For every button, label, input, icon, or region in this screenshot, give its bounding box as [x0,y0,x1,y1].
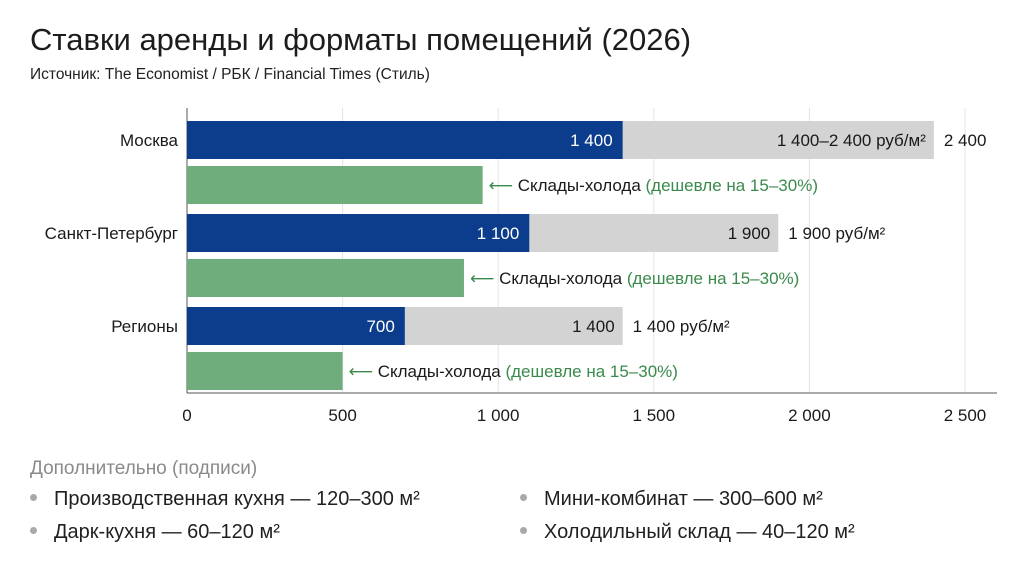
x-tick-label: 1 500 [633,406,676,425]
arrow-left-icon: ⟵ [349,362,378,381]
extras-item: Холодильный склад — 40–120 м² [520,521,855,544]
extras-item-label: Мини-комбинат — 300–600 м² [544,488,823,510]
cold-storage-bar [187,352,343,390]
range-value-label: 1 900 [728,224,771,243]
range-bar [622,121,934,159]
annotation-text: Склады-холода [518,176,646,195]
extras-title: Дополнительно (подписи) [30,458,258,479]
base-bar [187,121,623,159]
bullet-dot-icon [30,494,37,502]
bullet-dot-icon [30,527,37,535]
base-value-label: 700 [366,317,394,336]
cold-storage-annotation: ⟵ Склады-холода (дешевле на 15–30%) [470,269,799,288]
x-tick-label: 2 500 [944,406,987,425]
bullet-dot-icon [520,527,527,535]
x-tick-label: 0 [182,406,191,425]
base-value-label: 1 100 [477,224,520,243]
range-bar [529,214,779,252]
extras-item-label: Производственная кухня — 120–300 м² [54,488,420,510]
base-bar [187,307,405,345]
range-end-label: 2 400 [944,131,987,150]
category-label: Санкт-Петербург [45,224,178,243]
cold-storage-annotation: ⟵ Склады-холода (дешевле на 15–30%) [489,176,818,195]
extras-item-label: Холодильный склад — 40–120 м² [544,521,855,543]
arrow-left-icon: ⟵ [489,176,518,195]
cold-storage-bar [187,166,483,204]
base-value-label: 1 400 [570,131,613,150]
annotation-note: (дешевле на 15–30%) [646,176,818,195]
range-value-label: 1 400–2 400 руб/м² [777,131,926,150]
cold-storage-annotation: ⟵ Склады-холода (дешевле на 15–30%) [349,362,678,381]
bullet-dot-icon [520,494,527,502]
cold-storage-bar [187,259,464,297]
chart-title: Ставки аренды и форматы помещений (2026) [30,22,692,57]
range-value-label: 1 400 [572,317,615,336]
extras-item: Производственная кухня — 120–300 м² [30,488,420,511]
x-tick-label: 1 000 [477,406,520,425]
x-tick-label: 500 [328,406,356,425]
extras-item: Дарк-кухня — 60–120 м² [30,521,280,544]
category-label: Москва [120,131,179,150]
range-end-label: 1 900 руб/м² [788,224,885,243]
x-tick-label: 2 000 [788,406,831,425]
extras-item: Мини-комбинат — 300–600 м² [520,488,823,511]
range-bar [404,307,623,345]
annotation-note: (дешевле на 15–30%) [627,269,799,288]
rent-bar-chart: 0 500 1 000 1 500 2 000 2 500 Москва 1 400 1 400… [45,108,997,425]
arrow-left-icon: ⟵ [470,269,499,288]
annotation-note: (дешевле на 15–30%) [505,362,677,381]
chart-subtitle: Источник: The Economist / РБК / Financia… [30,66,430,83]
extras-item-label: Дарк-кухня — 60–120 м² [54,521,280,543]
range-end-label: 1 400 руб/м² [633,317,730,336]
category-label: Регионы [111,317,178,336]
base-bar [187,214,530,252]
annotation-text: Склады-холода [378,362,506,381]
annotation-text: Склады-холода [499,269,627,288]
